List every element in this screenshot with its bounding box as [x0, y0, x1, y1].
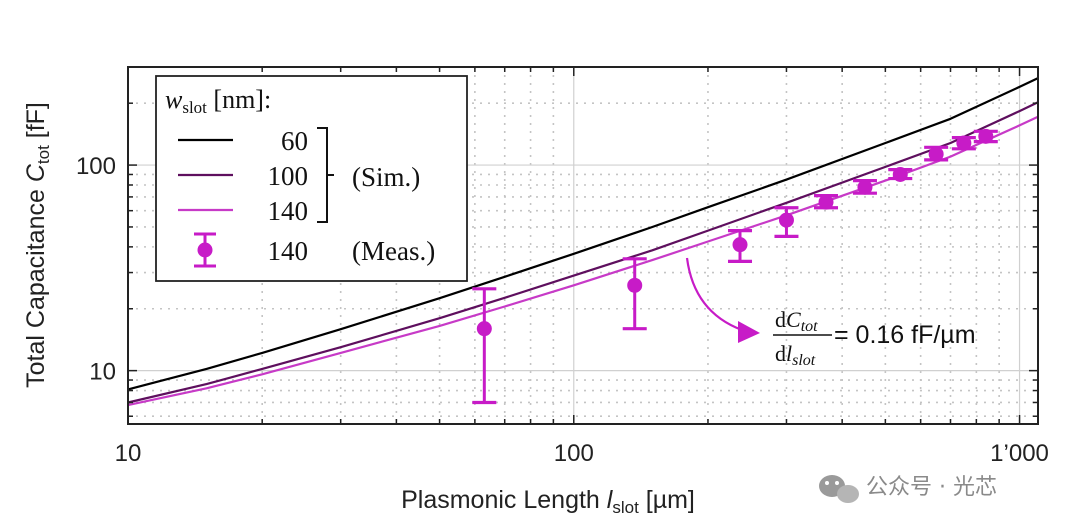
meas-point [774, 206, 799, 238]
slope-value: = 0.16 fF/µm [834, 321, 976, 349]
legend: wslot [nm]: 60 100 140 (Sim.) 140 (Meas.… [155, 75, 468, 282]
meas-marker [732, 237, 748, 253]
y-axis-title: Total Capacitance Ctot [fF] [22, 102, 53, 388]
slope-denominator: dlslot [775, 341, 816, 369]
y-ticks: 10 100 [76, 66, 1038, 417]
meas-marker [818, 194, 834, 210]
watermark: 公众号 · 光芯 [819, 475, 997, 503]
x-tick-label: 1’000 [990, 440, 1049, 467]
legend-marker [197, 242, 213, 258]
slope-numerator: dCtot [775, 307, 818, 335]
meas-marker [928, 146, 944, 162]
meas-point [728, 228, 753, 263]
legend-label-140-meas: 140 [268, 236, 309, 266]
meas-point [924, 145, 949, 162]
x-tick-label: 10 [115, 440, 142, 467]
legend-title: wslot [nm]: [165, 85, 271, 117]
meas-point [951, 135, 976, 151]
plot-frame [127, 66, 1039, 425]
meas-point [622, 257, 647, 331]
x-ticks: 10 100 1’000 [115, 67, 1049, 467]
legend-sim-label: (Sim.) [352, 162, 420, 192]
legend-sim-bracket [317, 127, 334, 223]
y-tick-label: 10 [89, 359, 116, 386]
y-tick-label: 100 [76, 153, 116, 180]
meas-point [814, 194, 839, 210]
measurement-points [472, 128, 998, 405]
legend-meas-label: (Meas.) [352, 236, 435, 266]
annotation-arrowhead [738, 321, 760, 343]
meas-point [973, 128, 998, 144]
meas-marker [956, 135, 972, 151]
meas-marker [627, 277, 643, 293]
legend-meas-marker [194, 232, 216, 268]
wechat-icon [819, 475, 859, 503]
meas-marker [892, 166, 908, 182]
legend-label-60: 60 [281, 126, 308, 156]
legend-label-140-sim: 140 [268, 196, 309, 226]
annotation-arrow [685, 257, 743, 332]
meas-point [472, 287, 497, 405]
legend-label-100: 100 [268, 161, 309, 191]
meas-point [888, 166, 913, 182]
x-axis-title: Plasmonic Length lslot [µm] [401, 486, 695, 517]
sim-curve-60 [127, 77, 1039, 391]
watermark-text: 公众号 · 光芯 [866, 475, 997, 500]
meas-marker [978, 128, 994, 144]
meas-point [852, 179, 877, 195]
meas-marker [476, 321, 492, 337]
meas-marker [778, 212, 794, 228]
meas-marker [857, 179, 873, 195]
x-tick-label: 100 [554, 440, 594, 467]
slope-annotation: dCtot dlslot = 0.16 fF/µm [773, 307, 976, 369]
